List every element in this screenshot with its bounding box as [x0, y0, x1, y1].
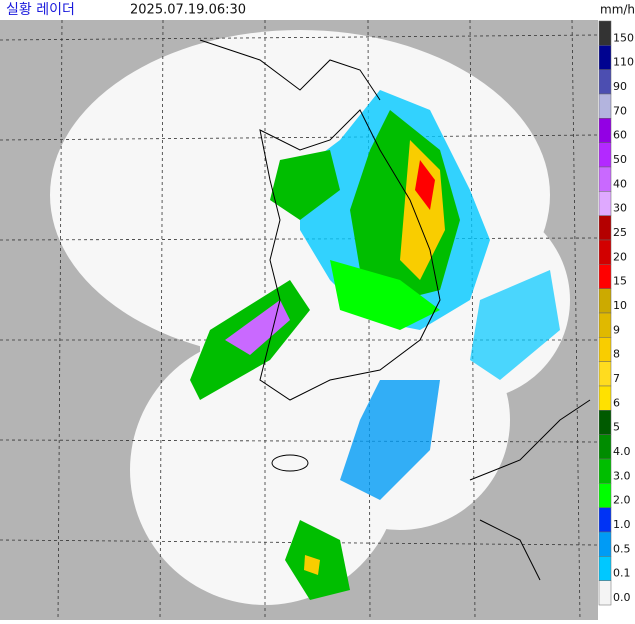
- legend-swatch: [598, 531, 612, 557]
- legend-swatch: [598, 410, 612, 435]
- legend-label: 8: [613, 348, 620, 361]
- grid: [0, 19, 599, 621]
- legend-label: 25: [613, 226, 627, 239]
- legend-swatch: [598, 20, 612, 46]
- legend-label: 5: [613, 421, 620, 434]
- legend-swatch: [598, 458, 612, 484]
- legend-label: 110: [613, 56, 634, 69]
- legend: 150 110 90 70 60 50 40 30 25 20 15 10 9 8 7 6 5 4.0 3.0 2.0…: [598, 20, 634, 606]
- legend-swatch: [598, 239, 612, 265]
- legend-label: 150: [613, 31, 634, 44]
- legend-swatch: [598, 507, 612, 533]
- legend-label: 7: [613, 372, 620, 385]
- legend-label: 90: [613, 80, 627, 93]
- legend-label: 0.5: [613, 542, 631, 555]
- legend-swatch: [598, 483, 612, 508]
- legend-swatch: [598, 288, 612, 314]
- legend-swatch: [598, 191, 612, 216]
- legend-label: 1.0: [613, 518, 631, 531]
- legend-label: 30: [613, 202, 627, 215]
- legend-label: 9: [613, 323, 620, 336]
- coastline: [199, 39, 591, 581]
- legend-swatch: [598, 215, 612, 241]
- legend-swatch: [598, 69, 612, 95]
- legend-label: 2.0: [613, 494, 631, 507]
- legend-label: 10: [613, 299, 627, 312]
- legend-label: 20: [613, 250, 627, 263]
- unit: mm/h: [600, 3, 635, 17]
- legend-label: 3.0: [613, 469, 631, 482]
- legend-swatch: [598, 580, 612, 606]
- legend-swatch: [598, 45, 612, 70]
- legend-label: 0.0: [613, 591, 631, 604]
- legend-swatch: [598, 166, 612, 192]
- precipitation: [190, 90, 560, 600]
- timestamp: 2025.07.19.06:30: [130, 3, 246, 18]
- map: [0, 19, 599, 621]
- legend-label: 6: [613, 396, 620, 409]
- legend-swatch: [598, 434, 612, 460]
- legend-swatch: [598, 385, 612, 411]
- legend-label: 40: [613, 177, 627, 190]
- title: 실황 레이더: [6, 2, 75, 18]
- legend-swatch: [598, 556, 612, 581]
- legend-swatch: [598, 264, 612, 289]
- legend-label: 50: [613, 153, 627, 166]
- legend-swatch: [598, 142, 612, 168]
- legend-swatch: [598, 118, 612, 143]
- legend-label: 60: [613, 129, 627, 142]
- legend-swatch: [598, 93, 612, 119]
- legend-label: 15: [613, 275, 627, 288]
- legend-swatch: [598, 312, 612, 338]
- legend-label: 70: [613, 104, 627, 117]
- legend-label: 0.1: [613, 567, 631, 580]
- legend-label: 4.0: [613, 445, 631, 458]
- legend-swatch: [598, 337, 612, 362]
- legend-swatch: [598, 361, 612, 387]
